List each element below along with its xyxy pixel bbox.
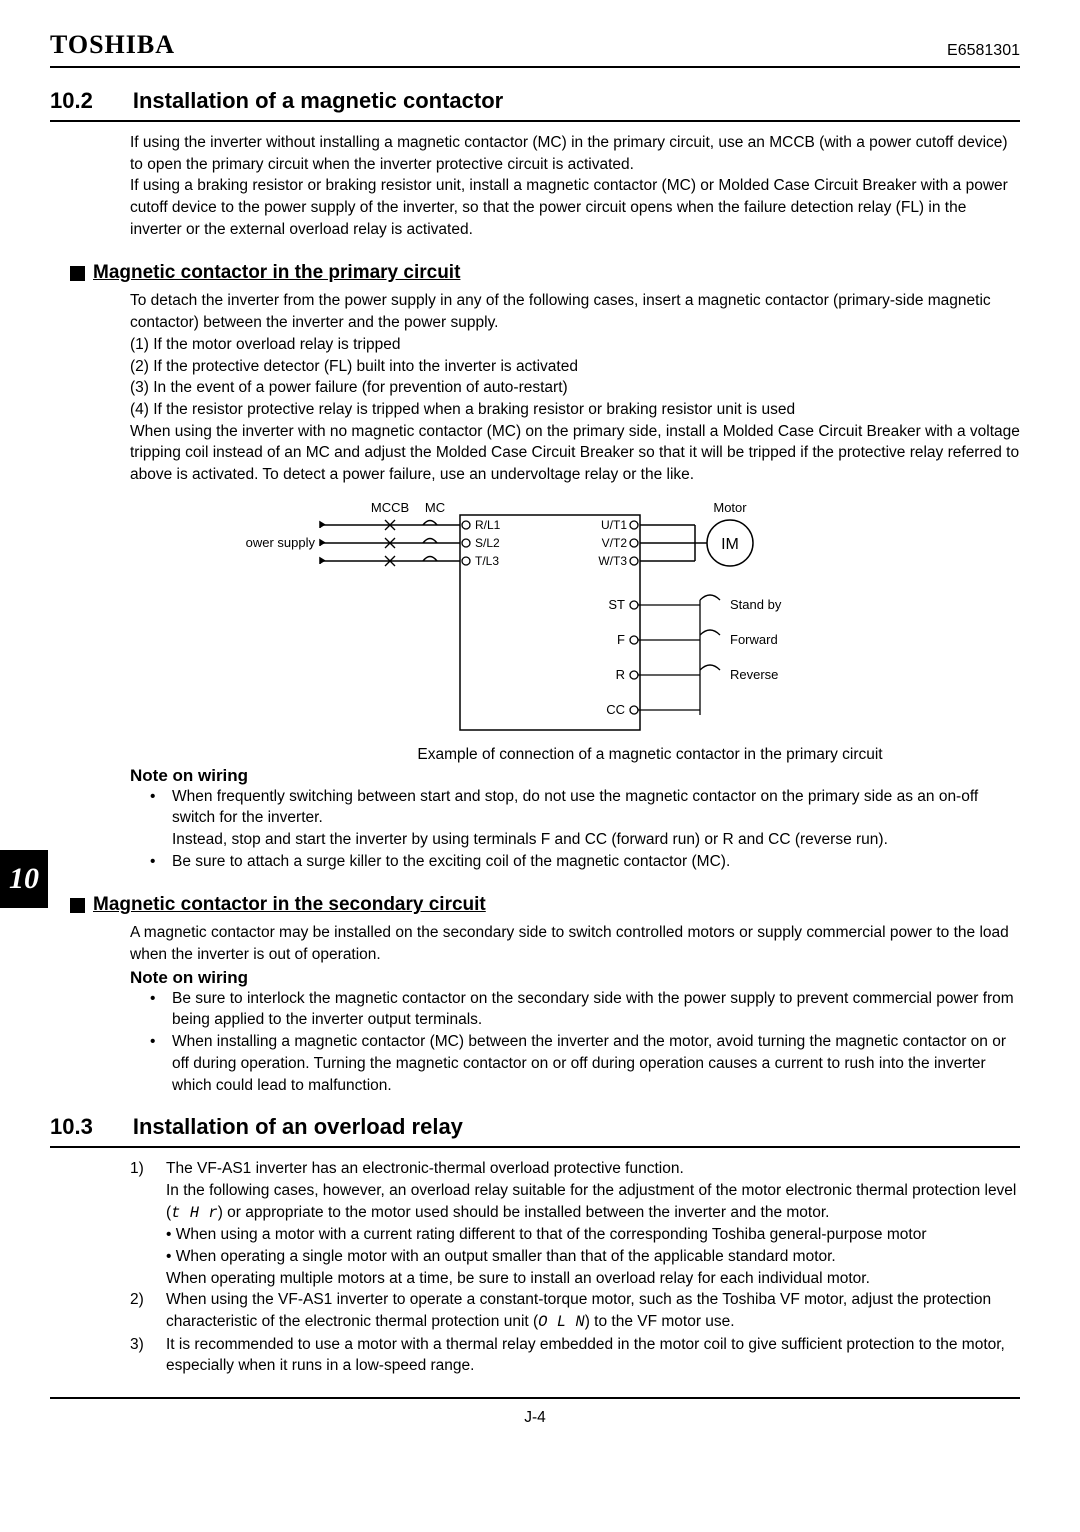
bullet-text: Instead, stop and start the inverter by … <box>172 829 1020 851</box>
body-text: When using the inverter with no magnetic… <box>130 421 1020 486</box>
subsection-title: Magnetic contactor in the primary circui… <box>93 262 460 284</box>
bullet-icon: • <box>150 988 162 1031</box>
numbered-item: (4) If the resistor protective relay is … <box>130 399 1020 421</box>
list-text: The VF-AS1 inverter has an electronic-th… <box>166 1158 1020 1289</box>
section-paragraph: If using a braking resistor or braking r… <box>130 175 1020 240</box>
section-number: 10.3 <box>50 1114 93 1140</box>
bullet-icon: • <box>150 786 162 829</box>
bullet-text: When frequently switching between start … <box>172 786 1020 829</box>
svg-text:F: F <box>617 632 625 647</box>
note-heading: Note on wiring <box>130 766 1020 786</box>
svg-text:Motor: Motor <box>713 500 747 515</box>
numbered-item: (1) If the motor overload relay is tripp… <box>130 334 1020 356</box>
svg-text:R/L1: R/L1 <box>475 518 501 532</box>
svg-text:S/L2: S/L2 <box>475 536 500 550</box>
body-text: A magnetic contactor may be installed on… <box>130 922 1020 965</box>
bullet-text: Be sure to interlock the magnetic contac… <box>172 988 1020 1031</box>
svg-text:ST: ST <box>608 597 625 612</box>
list-text: When using the VF-AS1 inverter to operat… <box>166 1289 1020 1333</box>
svg-text:V/T2: V/T2 <box>602 536 628 550</box>
square-bullet-icon <box>70 266 85 281</box>
wiring-diagram: MCCB MC Power supply <box>245 500 825 740</box>
list-number: 1) <box>130 1158 156 1289</box>
bullet-icon: • <box>150 1031 162 1096</box>
list-number: 2) <box>130 1289 156 1333</box>
page-number: J-4 <box>50 1399 1020 1427</box>
svg-text:MC: MC <box>425 500 445 515</box>
section-title: Installation of an overload relay <box>133 1114 463 1140</box>
bullet-icon: • <box>150 851 162 873</box>
svg-text:Power supply: Power supply <box>245 535 315 550</box>
brand-logo: TOSHIBA <box>50 30 175 60</box>
svg-text:CC: CC <box>606 702 625 717</box>
diagram-caption: Example of connection of a magnetic cont… <box>280 746 1020 764</box>
segment-code: t H r <box>171 1204 218 1222</box>
list-text: It is recommended to use a motor with a … <box>166 1334 1020 1377</box>
section-paragraph: If using the inverter without installing… <box>130 132 1020 175</box>
svg-text:IM: IM <box>721 536 739 553</box>
document-number: E6581301 <box>947 42 1020 60</box>
bullet-text: Be sure to attach a surge killer to the … <box>172 851 1020 873</box>
body-text: To detach the inverter from the power su… <box>130 290 1020 333</box>
segment-code: O L N <box>538 1313 585 1331</box>
svg-text:MCCB: MCCB <box>371 500 409 515</box>
bullet-text: When installing a magnetic contactor (MC… <box>172 1031 1020 1096</box>
list-number: 3) <box>130 1334 156 1377</box>
numbered-item: (3) In the event of a power failure (for… <box>130 377 1020 399</box>
svg-text:W/T3: W/T3 <box>598 554 627 568</box>
svg-text:T/L3: T/L3 <box>475 554 499 568</box>
svg-text:Forward: Forward <box>730 632 778 647</box>
section-number: 10.2 <box>50 88 93 114</box>
section-title: Installation of a magnetic contactor <box>133 88 503 114</box>
square-bullet-icon <box>70 898 85 913</box>
subsection-title: Magnetic contactor in the secondary circ… <box>93 894 486 916</box>
svg-text:Stand by: Stand by <box>730 597 782 612</box>
svg-text:U/T1: U/T1 <box>601 518 627 532</box>
numbered-item: (2) If the protective detector (FL) buil… <box>130 356 1020 378</box>
svg-text:Reverse: Reverse <box>730 667 778 682</box>
svg-text:R: R <box>616 667 625 682</box>
note-heading: Note on wiring <box>130 968 1020 988</box>
chapter-tab: 10 <box>0 850 48 908</box>
